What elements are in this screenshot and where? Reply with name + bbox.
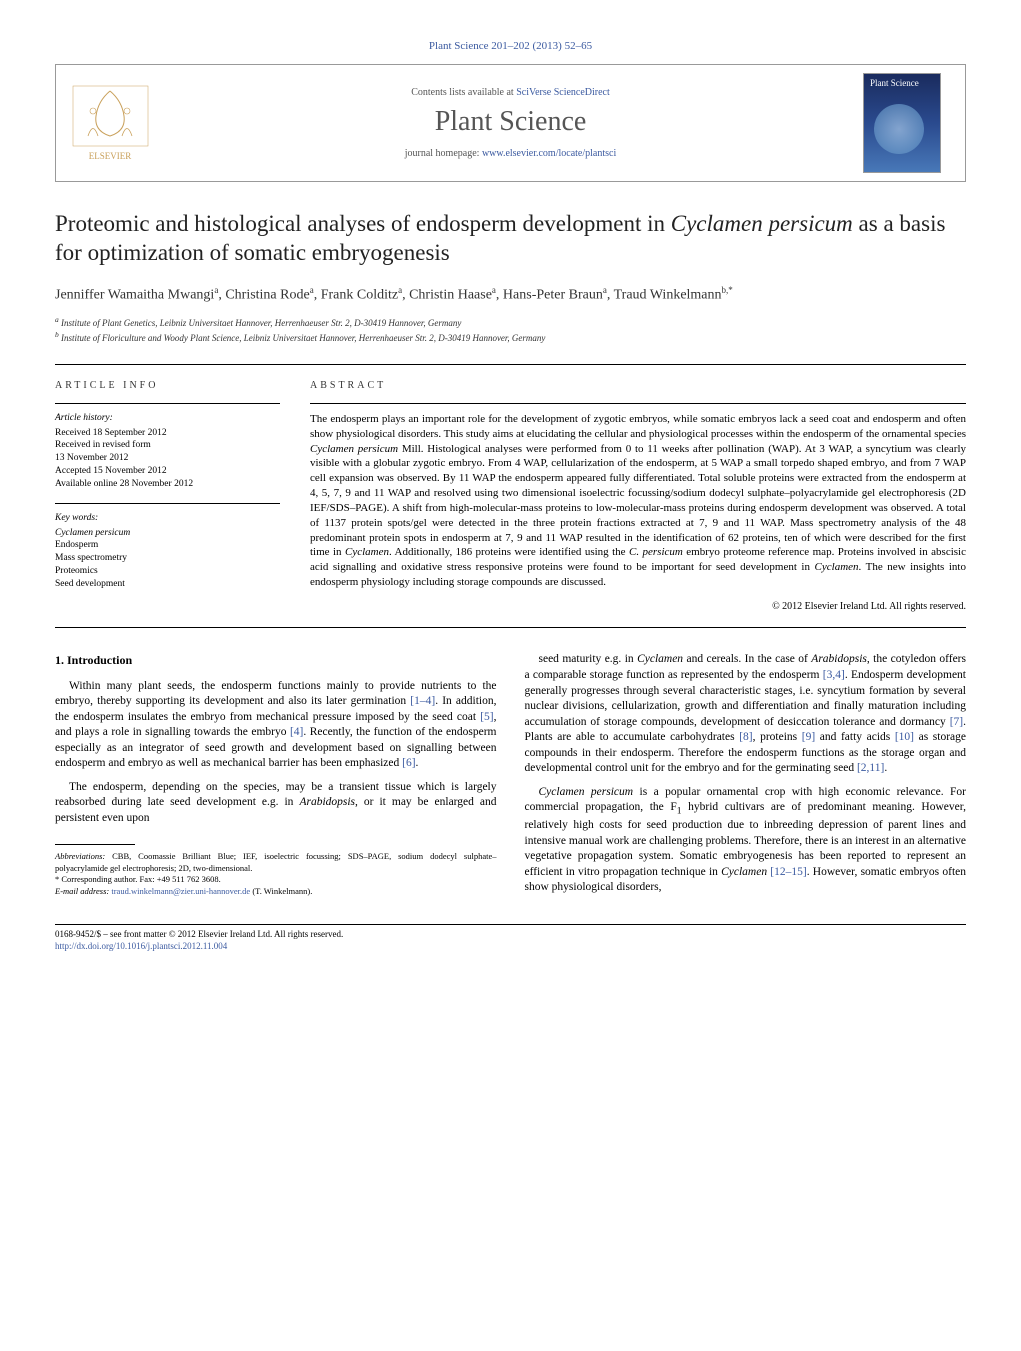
affiliation-line: b Institute of Floriculture and Woody Pl…: [55, 330, 966, 345]
footer-copyright: 0168-9452/$ – see front matter © 2012 El…: [55, 929, 966, 952]
section-heading-introduction: 1. Introduction: [55, 652, 497, 668]
journal-homepage: journal homepage: www.elsevier.com/locat…: [158, 148, 863, 159]
article-title: Proteomic and histological analyses of e…: [55, 210, 966, 268]
elsevier-logo-icon: ELSEVIER: [68, 81, 153, 166]
keyword-item: Seed development: [55, 578, 280, 591]
history-line: 13 November 2012: [55, 452, 280, 465]
affiliations: a Institute of Plant Genetics, Leibniz U…: [55, 315, 966, 344]
keywords-label: Key words:: [55, 512, 280, 525]
svg-text:ELSEVIER: ELSEVIER: [89, 151, 132, 161]
body-paragraph: Cyclamen persicum is a popular ornamenta…: [525, 785, 967, 896]
corresponding-author-footnote: * Corresponding author. Fax: +49 511 762…: [55, 874, 497, 885]
contents-available-text: Contents lists available at SciVerse Sci…: [158, 87, 863, 98]
journal-citation: Plant Science 201–202 (2013) 52–65: [55, 40, 966, 52]
body-paragraph: Within many plant seeds, the endosperm f…: [55, 679, 497, 772]
email-footnote: E-mail address: traud.winkelmann@zier.un…: [55, 886, 497, 897]
body-paragraph: seed maturity e.g. in Cyclamen and cerea…: [525, 652, 967, 776]
keyword-item: Mass spectrometry: [55, 552, 280, 565]
article-history-label: Article history:: [55, 412, 280, 425]
affiliation-line: a Institute of Plant Genetics, Leibniz U…: [55, 315, 966, 330]
divider: [55, 627, 966, 628]
divider: [55, 403, 280, 404]
body-paragraph: The endosperm, depending on the species,…: [55, 780, 497, 827]
divider: [55, 364, 966, 365]
abstract-text: The endosperm plays an important role fo…: [310, 412, 966, 590]
divider: [310, 403, 966, 404]
history-line: Available online 28 November 2012: [55, 478, 280, 491]
history-line: Accepted 15 November 2012: [55, 465, 280, 478]
article-info-column: ARTICLE INFO Article history: Received 1…: [55, 379, 280, 613]
footnote-separator: [55, 844, 135, 845]
divider: [55, 503, 280, 504]
journal-cover-image: Plant Science: [863, 73, 941, 173]
author-list: Jenniffer Wamaitha Mwangia, Christina Ro…: [55, 284, 966, 306]
doi-link[interactable]: http://dx.doi.org/10.1016/j.plantsci.201…: [55, 941, 227, 951]
journal-name: Plant Science: [158, 106, 863, 138]
author-email-link[interactable]: traud.winkelmann@zier.uni-hannover.de: [111, 886, 250, 896]
abbreviations-footnote: Abbreviations: CBB, Coomassie Brilliant …: [55, 851, 497, 874]
history-line: Received 18 September 2012: [55, 427, 280, 440]
keyword-item: Endosperm: [55, 539, 280, 552]
abstract-column: ABSTRACT The endosperm plays an importan…: [310, 379, 966, 613]
publisher-logo-wrap: ELSEVIER: [68, 81, 158, 166]
body-right-column: seed maturity e.g. in Cyclamen and cerea…: [525, 652, 967, 903]
footnotes: Abbreviations: CBB, Coomassie Brilliant …: [55, 851, 497, 897]
history-line: Received in revised form: [55, 439, 280, 452]
sciencedirect-link[interactable]: SciVerse ScienceDirect: [516, 87, 610, 98]
body-left-column: 1. Introduction Within many plant seeds,…: [55, 652, 497, 903]
article-info-heading: ARTICLE INFO: [55, 379, 280, 393]
journal-homepage-link[interactable]: www.elsevier.com/locate/plantsci: [482, 148, 616, 159]
journal-header-box: ELSEVIER Contents lists available at Sci…: [55, 64, 966, 182]
keyword-item: Cyclamen persicum: [55, 527, 280, 540]
keyword-item: Proteomics: [55, 565, 280, 578]
divider: [55, 924, 966, 925]
abstract-copyright: © 2012 Elsevier Ireland Ltd. All rights …: [310, 600, 966, 614]
abstract-heading: ABSTRACT: [310, 379, 966, 393]
